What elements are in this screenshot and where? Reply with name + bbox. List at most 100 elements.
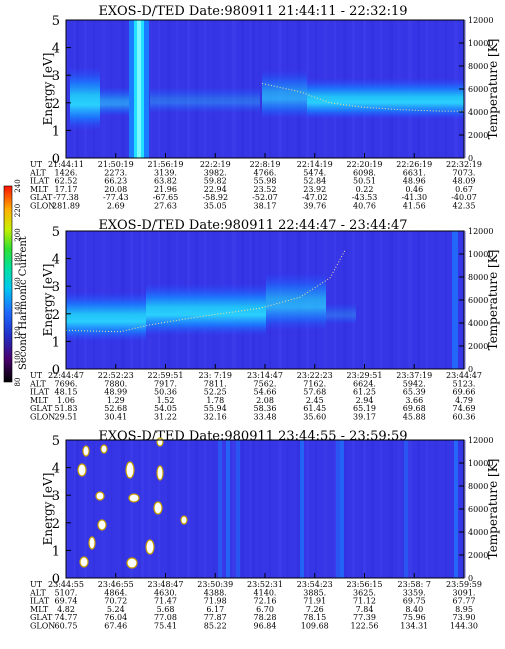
colorbar-tick-label: 220: [14, 204, 22, 217]
ephemeris-value: -58.92: [202, 193, 228, 202]
ephemeris-value: 69.75: [403, 597, 426, 606]
ephemeris-value: 41.56: [403, 202, 426, 211]
saturation-blob: [145, 539, 155, 555]
saturation-blob: [126, 557, 138, 569]
chart-title: EXOS-D/TED Date:980911 21:44:11 - 22:32:…: [98, 4, 407, 19]
saturation-blob: [125, 461, 135, 479]
ephemeris-value: 5942.: [403, 379, 426, 388]
colorbar-scale: [3, 185, 13, 383]
y2-tick-label: 10000: [468, 250, 493, 259]
colorbar-tick-label: 240: [14, 179, 22, 192]
ephemeris-value: 3359.: [403, 588, 426, 597]
ephemeris-value: 71.91: [303, 597, 326, 606]
ephemeris-value: 27.63: [154, 202, 177, 211]
ephemeris-value: -67.65: [153, 193, 179, 202]
energy-band: [307, 77, 464, 120]
ephemeris-value: 1.52: [157, 396, 175, 405]
ephemeris-value: 7073.: [453, 168, 476, 177]
ephemeris-value: 8.95: [455, 605, 473, 614]
ephemeris-value: 2.94: [356, 396, 374, 405]
saturation-blob: [77, 463, 87, 477]
ephemeris-value: 6.70: [256, 605, 274, 614]
ephemeris-value: 78.15: [303, 613, 326, 622]
energy-band: [150, 86, 260, 114]
saturation-blob: [156, 465, 164, 481]
colorbar-tick-label: 80: [14, 378, 22, 387]
ephemeris-value: 32.16: [204, 413, 227, 422]
y2-tick-label: 8000: [468, 62, 488, 71]
saturation-blob: [128, 493, 140, 503]
ephemeris-value: 4864.: [104, 588, 127, 597]
ephemeris-value: 3091.: [453, 588, 476, 597]
saturation-blob: [100, 444, 108, 454]
ephemeris-row-label: GLAT: [30, 404, 53, 413]
saturation-blob: [88, 536, 96, 550]
ephemeris-value: 23:59:59: [446, 580, 482, 589]
ephemeris-value: 74.69: [453, 404, 476, 413]
ephemeris-value: 33.48: [254, 413, 277, 422]
ephemeris-row-label: ILAT: [30, 177, 50, 186]
ephemeris-value: 6624.: [353, 379, 376, 388]
y-tick-label: 2: [52, 97, 60, 112]
y-tick-label: 2: [52, 308, 60, 323]
ephemeris-value: 70.72: [104, 597, 127, 606]
ephemeris-value: 23: 7:19: [199, 371, 232, 380]
ephemeris-value: 96.84: [254, 622, 277, 631]
ephemeris-value: 78.28: [254, 613, 277, 622]
ephemeris-value: 57.68: [303, 388, 326, 397]
ephemeris-value: 75.41: [154, 622, 177, 631]
y2-tick-label: 2000: [468, 551, 488, 560]
ephemeris-value: 48.15: [55, 388, 78, 397]
y2-tick-label: 4000: [468, 528, 488, 537]
ephemeris-value: 50.51: [353, 177, 376, 186]
ephemeris-value: 48.96: [403, 177, 426, 186]
ephemeris-value: 22:32:19: [446, 160, 482, 169]
colorbar-tick-label: 200: [14, 228, 22, 241]
ephemeris-value: 0.46: [405, 185, 423, 194]
ephemeris-row-label: GLON: [30, 622, 55, 631]
ephemeris-value: 4.82: [57, 605, 75, 614]
y-tick-label: 1: [52, 335, 60, 350]
ephemeris-value: 51.83: [55, 404, 78, 413]
panel-1: EXOS-D/TED Date:980911 21:44:11 - 22:32:…: [29, 4, 500, 211]
ephemeris-value: 23:46:55: [98, 580, 134, 589]
y2-tick-label: 6000: [468, 505, 488, 514]
ephemeris-value: 23:44:47: [446, 371, 482, 380]
ephemeris-value: 4140.: [254, 588, 277, 597]
ephemeris-value: 122.56: [351, 622, 379, 631]
ephemeris-value: 52.25: [204, 388, 227, 397]
ephemeris-value: 23:52:31: [247, 580, 283, 589]
y2-tick-label: 2000: [468, 342, 488, 351]
ephemeris-value: 48.09: [453, 177, 476, 186]
ephemeris-value: 50.36: [154, 388, 177, 397]
ephemeris-value: -52.07: [252, 193, 278, 202]
ephemeris-value: 23.92: [303, 185, 326, 194]
ephemeris-value: 21.96: [154, 185, 177, 194]
ephemeris-value: 134.31: [400, 622, 428, 631]
ephemeris-value: 77.39: [353, 613, 376, 622]
ephemeris-value: 62.52: [55, 177, 78, 186]
ephemeris-value: 1.78: [206, 396, 224, 405]
ephemeris-value: 23:58: 7: [398, 580, 431, 589]
ephemeris-value: 4766.: [254, 168, 277, 177]
saturation-blob: [153, 501, 163, 515]
ephemeris-value: 23:50:39: [197, 580, 233, 589]
saturation-blob: [156, 437, 164, 447]
ephemeris-row-label: ALT: [29, 379, 46, 388]
ephemeris-row-label: ALT: [29, 588, 46, 597]
ephemeris-value: 58.36: [254, 404, 277, 413]
temperature-trace: [65, 250, 346, 333]
ephemeris-value: 23:29:51: [347, 371, 383, 380]
y-tick-label: 0: [52, 152, 60, 167]
ephemeris-value: 22:52:23: [98, 371, 134, 380]
ephemeris-value: 1.29: [107, 396, 125, 405]
ephemeris-value: 7811.: [204, 379, 227, 388]
y-axis-label: Energy [eV]: [41, 53, 55, 126]
energy-band: [266, 272, 326, 331]
ephemeris-value: -77.43: [103, 193, 129, 202]
ephemeris-value: 60.36: [453, 413, 476, 422]
ephemeris-value: 59.82: [204, 177, 227, 186]
ephemeris-value: 23:14:47: [247, 371, 283, 380]
ephemeris-value: 6.17: [206, 605, 224, 614]
y-tick-label: 4: [52, 462, 60, 477]
